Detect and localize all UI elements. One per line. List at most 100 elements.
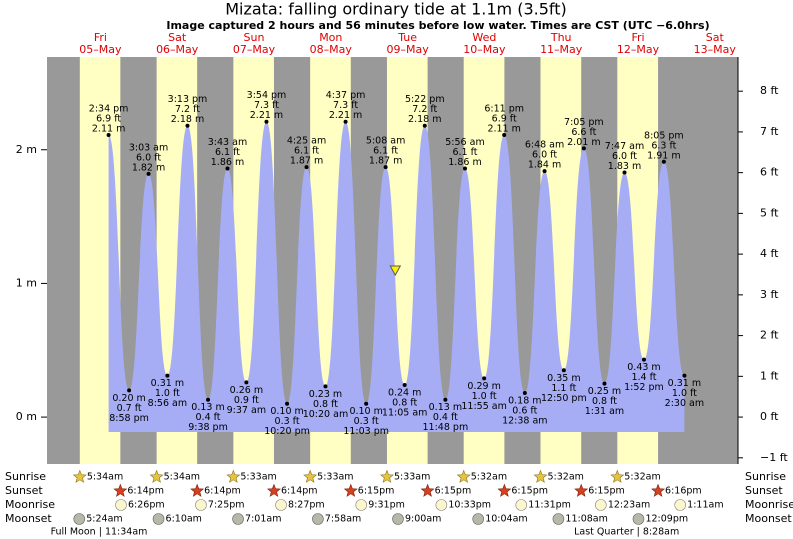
moonset-icon: [632, 513, 645, 525]
extreme-dot: [127, 388, 132, 393]
day-date: 11–May: [540, 43, 583, 56]
extreme-label: 6.9 ft: [492, 114, 517, 125]
extreme-label: 5:22 pm: [405, 94, 445, 105]
sunrise-icon: [610, 469, 625, 483]
moonset-icon: [73, 513, 86, 525]
extreme-label: 0.7 ft: [117, 403, 142, 414]
extreme-dot: [165, 373, 170, 378]
y2-tick-label: 3 ft: [760, 288, 779, 301]
extreme-dot: [542, 169, 547, 174]
moonset-time: 7:01am: [245, 514, 281, 525]
sunrise-icon: [72, 469, 87, 483]
y2-tick-label: 2 ft: [760, 329, 779, 342]
moonrise-time: 10:33pm: [448, 500, 491, 511]
sunset-icon: [574, 483, 589, 497]
extreme-label: 6:48 am: [525, 140, 564, 151]
extreme-dot: [561, 368, 566, 373]
extreme-dot: [304, 165, 309, 170]
sunset-icon: [190, 483, 205, 497]
moonset-time: 11:08am: [565, 514, 607, 525]
extreme-label: 1:31 am: [585, 406, 624, 417]
moonrise-icon: [435, 499, 448, 511]
extreme-label: 2.11 m: [487, 124, 520, 135]
sunset-time: 6:15pm: [435, 486, 472, 497]
chart-title: Mizata: falling ordinary tide at 1.1m (3…: [225, 0, 567, 19]
extreme-label: 0.35 m: [547, 373, 580, 384]
y2-tick-label: 8 ft: [760, 84, 779, 97]
extreme-label: 2.21 m: [250, 110, 283, 121]
row-label: Moonrise: [5, 498, 55, 511]
extreme-label: 0.3 ft: [354, 416, 379, 427]
extreme-dot: [402, 383, 407, 388]
extreme-label: 7:47 am: [605, 141, 644, 152]
moonrise-icon: [115, 499, 127, 511]
extreme-label: 7.3 ft: [333, 100, 358, 111]
sunset-time: 6:14pm: [127, 486, 164, 497]
extreme-label: 1.82 m: [132, 162, 165, 173]
extreme-label: 0.26 m: [230, 385, 263, 396]
chart-subtitle: Image captured 2 hours and 56 minutes be…: [166, 19, 709, 32]
day-weekday: Tue: [397, 31, 417, 44]
day-date: 09–May: [386, 43, 429, 56]
moonrise-icon: [355, 499, 368, 511]
sunrise-time: 5:32am: [548, 472, 584, 483]
extreme-dot: [443, 397, 448, 402]
moon-phase: Last Quarter | 8:28am: [574, 527, 679, 538]
extreme-dot: [106, 133, 111, 138]
moon-phase: Full Moon | 11:34am: [51, 527, 148, 538]
extreme-label: 0.43 m: [627, 362, 660, 373]
extreme-dot: [185, 123, 190, 128]
moonrise-icon: [515, 499, 528, 511]
extreme-label: 0.31 m: [151, 378, 184, 389]
sunset-time: 6:15pm: [511, 486, 548, 497]
extreme-label: 8:05 pm: [644, 130, 684, 141]
extreme-label: 10:20 pm: [264, 426, 310, 437]
extreme-label: 6.1 ft: [452, 147, 477, 158]
moonrise-icon: [595, 499, 607, 511]
sunset-icon: [420, 483, 435, 497]
y2-tick-label: 4 ft: [760, 247, 779, 260]
extreme-dot: [502, 133, 507, 138]
extreme-label: 3:43 am: [208, 137, 247, 148]
moonrise-icon: [275, 499, 287, 511]
moonrise-time: 6:26pm: [128, 500, 165, 511]
extreme-dot: [641, 357, 646, 362]
extreme-label: 2.18 m: [171, 114, 204, 125]
extreme-dot: [146, 171, 151, 176]
day-date: 06–May: [156, 43, 199, 56]
sunrise-time: 5:32am: [471, 472, 507, 483]
moonrise-time: 11:31pm: [528, 500, 571, 511]
moonrise-time: 12:23am: [608, 500, 650, 511]
extreme-label: 0.25 m: [588, 386, 621, 397]
sunrise-icon: [379, 469, 394, 483]
extreme-label: 3:13 pm: [168, 94, 208, 105]
extreme-label: 7.2 ft: [412, 104, 437, 115]
extreme-dot: [522, 391, 527, 396]
moonset-icon: [472, 513, 485, 525]
day-weekday: Fri: [631, 31, 644, 44]
moonrise-time: 1:11am: [687, 500, 723, 511]
extreme-label: 0.8 ft: [313, 399, 338, 410]
extreme-label: 8:56 am: [148, 398, 187, 409]
y2-tick-label: −1 ft: [760, 451, 788, 464]
extreme-label: 1.86 m: [448, 157, 481, 168]
row-label: Sunset: [5, 484, 43, 497]
extreme-label: 11:48 pm: [423, 422, 469, 433]
sunrise-icon: [149, 469, 164, 483]
moonset-time: 7:58am: [325, 514, 361, 525]
extreme-label: 1.87 m: [290, 156, 323, 167]
moonset-icon: [232, 513, 244, 525]
extreme-label: 2:30 am: [665, 398, 704, 409]
sunrise-time: 5:33am: [317, 472, 353, 483]
extreme-label: 5:08 am: [366, 136, 405, 147]
extreme-label: 0.9 ft: [234, 395, 259, 406]
row-label: Sunset: [745, 484, 783, 497]
day-weekday: Sun: [244, 31, 265, 44]
extreme-label: 0.13 m: [191, 402, 224, 413]
y2-tick-label: 5 ft: [760, 206, 779, 219]
extreme-label: 1.0 ft: [155, 388, 180, 399]
moonset-time: 10:04am: [485, 514, 527, 525]
day-date: 13–May: [694, 43, 737, 56]
sunset-time: 6:15pm: [588, 486, 625, 497]
extreme-label: 5:56 am: [445, 137, 484, 148]
